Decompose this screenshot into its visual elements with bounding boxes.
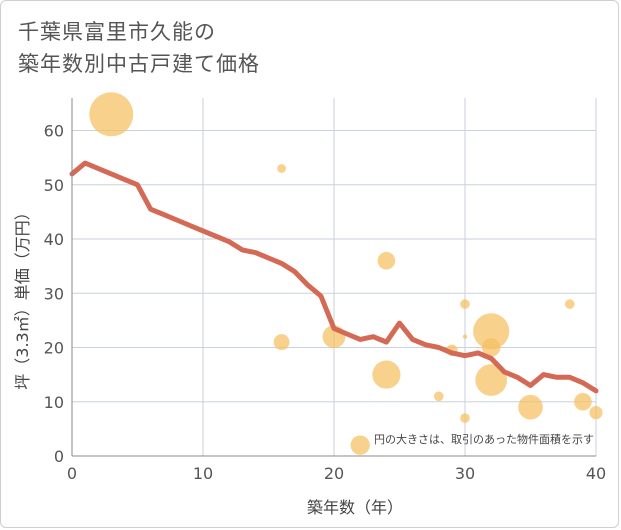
y-tick-label: 20 — [44, 339, 64, 358]
x-axis-label: 築年数（年） — [307, 498, 403, 517]
bubble-point — [372, 360, 401, 389]
bubble-point — [481, 338, 501, 357]
bubble-point — [277, 164, 286, 173]
grid-lines — [72, 98, 597, 456]
bubble-point — [518, 394, 543, 420]
x-tick-label: 10 — [193, 464, 213, 483]
bubble-point — [475, 364, 508, 396]
x-tick-label: 30 — [455, 464, 475, 483]
chart-title: 千葉県富里市久能の 築年数別中古戸建て価格 — [18, 16, 260, 80]
x-tick-label: 0 — [67, 464, 77, 483]
bubble-point — [273, 334, 290, 351]
y-tick-label: 10 — [44, 393, 64, 412]
bubble-point — [460, 299, 470, 309]
bubble-point — [433, 391, 444, 402]
axes — [71, 98, 596, 457]
bubble-point — [589, 406, 603, 420]
tick-labels: 0 10 20 30 40 0 10 20 30 40 50 60 — [44, 122, 607, 483]
y-tick-label: 30 — [44, 284, 64, 303]
y-tick-label: 50 — [44, 176, 64, 195]
bubble-point — [574, 392, 592, 411]
x-tick-label: 20 — [324, 464, 344, 483]
bubble-point — [462, 334, 468, 339]
bubble-point — [350, 435, 370, 455]
average-price-line — [69, 160, 599, 394]
bubble-point — [460, 413, 470, 423]
bubble-point — [564, 299, 575, 309]
bubble-point — [89, 92, 134, 137]
y-tick-label: 60 — [44, 122, 64, 141]
average-line — [69, 160, 599, 394]
y-tick-label: 0 — [54, 447, 64, 466]
y-tick-label: 40 — [44, 230, 64, 249]
size-note: 円の大きさは、取引のあった物件面積を示す — [374, 432, 594, 446]
chart-title-line-1: 千葉県富里市久能の — [18, 20, 216, 44]
y-axis-label: 坪（3.3㎡）単価（万円） — [13, 204, 32, 389]
x-tick-label: 40 — [586, 464, 606, 483]
bubble-point — [377, 251, 396, 270]
chart-title-line-2: 築年数別中古戸建て価格 — [18, 52, 260, 76]
bubble-point — [473, 313, 510, 350]
